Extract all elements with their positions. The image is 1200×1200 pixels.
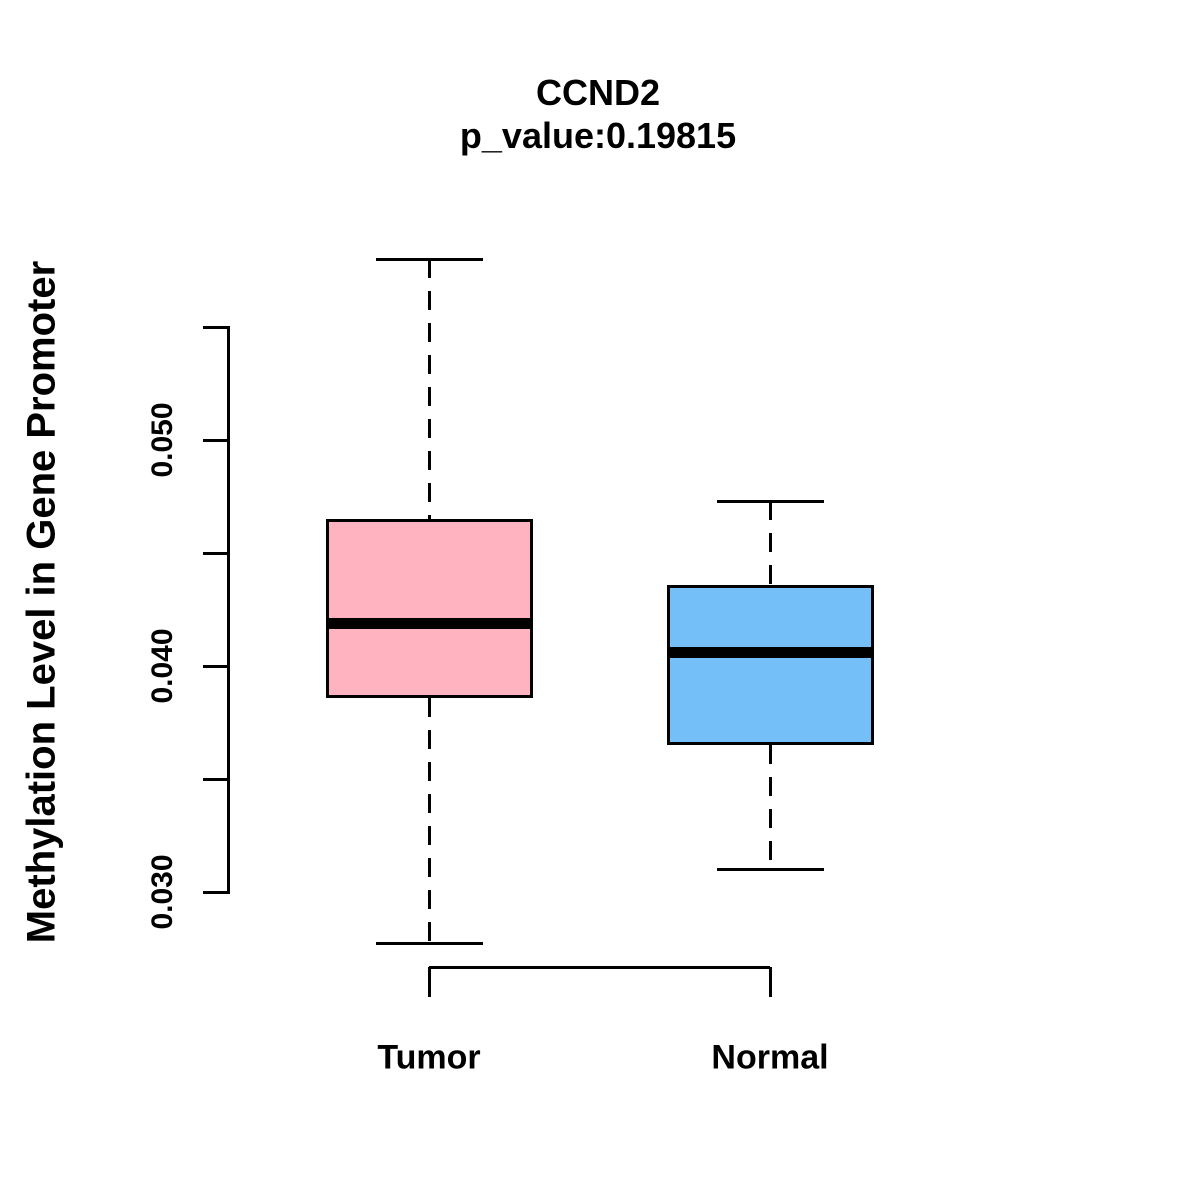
chart-subtitle-pvalue: p_value:0.19815 — [459, 115, 737, 156]
y-axis-tick — [203, 664, 227, 668]
chart-title: CCND2 — [535, 72, 661, 113]
y-axis-tick — [203, 325, 227, 329]
x-category-label-normal: Normal — [711, 1038, 829, 1077]
normal-whisker-cap-bottom — [716, 867, 824, 871]
normal-whisker-bottom-line — [768, 745, 772, 870]
y-axis-line — [227, 325, 230, 894]
normal-whisker-cap-top — [716, 499, 824, 503]
y-axis-label: Methylation Level in Gene Promoter — [19, 260, 64, 944]
tumor-median-line — [325, 617, 533, 629]
normal-box — [666, 584, 874, 746]
x-axis-line — [429, 965, 770, 969]
tumor-box — [325, 519, 533, 698]
normal-median-line — [666, 646, 874, 658]
y-axis-tick — [203, 438, 227, 442]
tumor-whisker-top-line — [427, 259, 431, 520]
y-axis-tick-label: 0.030 — [146, 854, 179, 930]
y-axis-tick — [203, 777, 227, 781]
normal-whisker-top-line — [768, 501, 772, 585]
y-axis-tick — [203, 551, 227, 555]
tumor-whisker-bottom-line — [427, 697, 431, 944]
tumor-whisker-cap-top — [375, 257, 483, 261]
x-axis-tick-tumor — [427, 967, 431, 997]
x-category-label-tumor: Tumor — [377, 1038, 481, 1077]
y-axis-tick — [203, 890, 227, 894]
tumor-whisker-cap-bottom — [375, 942, 483, 946]
x-axis-tick-normal — [768, 967, 772, 997]
y-axis-tick-label: 0.050 — [146, 402, 179, 478]
y-axis-tick-label: 0.040 — [146, 628, 179, 704]
